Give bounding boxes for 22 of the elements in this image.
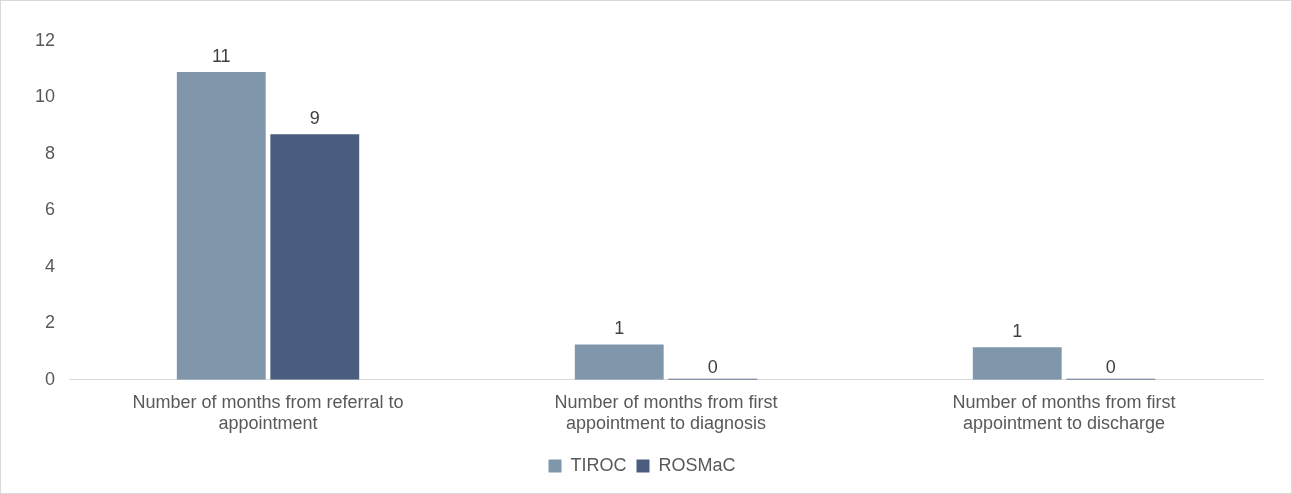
y-tick-label: 4 bbox=[45, 255, 56, 276]
data-label: 11 bbox=[211, 46, 231, 67]
bar bbox=[176, 72, 266, 380]
x-tick-label: Number of months from referral to appointment bbox=[132, 391, 404, 434]
y-tick-label: 2 bbox=[45, 312, 56, 333]
data-label: 0 bbox=[707, 356, 718, 377]
x-tick-label: Number of months from first appointment to diagnosis bbox=[554, 391, 778, 434]
legend-label: TIROC bbox=[570, 454, 627, 475]
x-tick-label: Number of months from first appointment to discharge bbox=[952, 391, 1176, 434]
data-label: 1 bbox=[614, 318, 625, 339]
y-tick-label: 12 bbox=[34, 29, 56, 50]
bar bbox=[574, 344, 664, 380]
data-label: 1 bbox=[1012, 321, 1023, 342]
bar bbox=[972, 347, 1062, 380]
y-tick-label: 10 bbox=[34, 86, 56, 107]
y-tick-label: 6 bbox=[45, 199, 56, 220]
legend-label: ROSMaC bbox=[658, 454, 736, 475]
y-tick-label: 0 bbox=[45, 368, 56, 389]
bar bbox=[270, 134, 360, 380]
data-label: 9 bbox=[309, 108, 320, 129]
data-label: 0 bbox=[1105, 356, 1116, 377]
y-tick-label: 8 bbox=[45, 142, 56, 163]
